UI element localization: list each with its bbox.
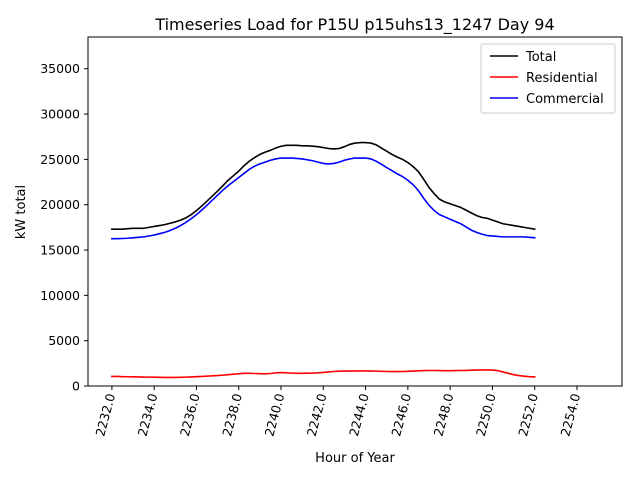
- x-axis-label: Hour of Year: [315, 451, 395, 466]
- legend-label-commercial: Commercial: [526, 92, 604, 107]
- y-tick-label: 35000: [40, 61, 80, 76]
- series-line-residential: [111, 369, 536, 379]
- legend-label-total: Total: [525, 50, 556, 65]
- axes-frame: [87, 36, 623, 387]
- chart-title: Timeseries Load for P15U p15uhs13_1247 D…: [154, 15, 554, 35]
- y-tick-label: 0: [72, 379, 80, 394]
- legend-label-residential: Residential: [526, 71, 598, 86]
- y-tick-label: 10000: [40, 288, 80, 303]
- y-tick-label: 30000: [40, 107, 80, 122]
- y-tick-label: 15000: [40, 243, 80, 258]
- y-tick-label: 25000: [40, 152, 80, 167]
- legend: Total Residential Commercial: [480, 43, 616, 114]
- y-tick-label: 5000: [48, 333, 80, 348]
- legend-box: [480, 43, 616, 114]
- y-axis-label: kW total: [14, 185, 29, 239]
- series-line-total: [111, 141, 536, 231]
- series-line-commercial: [111, 157, 536, 240]
- y-tick-label: 20000: [40, 197, 80, 212]
